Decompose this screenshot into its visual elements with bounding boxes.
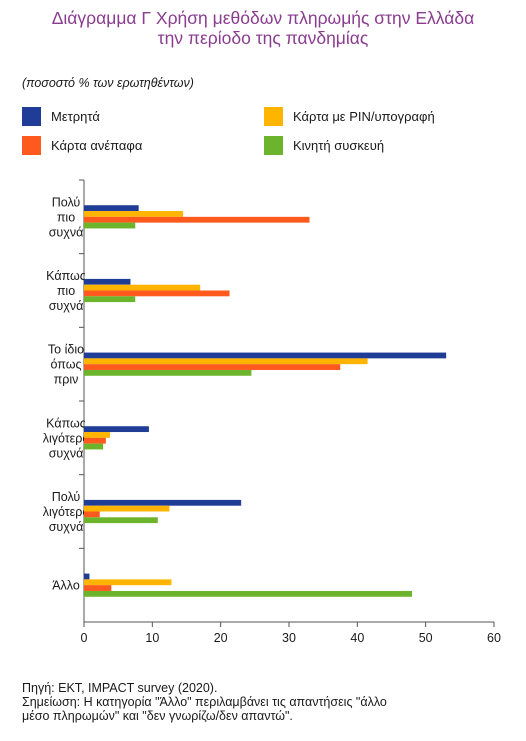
chart-title-line2: την περίοδο της πανδημίας xyxy=(157,28,369,48)
bar xyxy=(84,579,172,586)
legend-item-pin: Κάρτα με PIN/υπογραφή xyxy=(264,107,435,126)
x-tick-label: 0 xyxy=(81,631,88,645)
category-label: πιο xyxy=(57,284,75,298)
bar xyxy=(84,590,412,597)
category-label: πιο xyxy=(57,210,75,224)
legend-label-cash: Μετρητά xyxy=(51,109,100,124)
chart-footer: Πηγή: ΕΚΤ, IMPACT survey (2020). Σημείωσ… xyxy=(22,681,502,723)
category-label: Άλλο xyxy=(52,579,80,593)
legend-swatch-cash xyxy=(22,107,41,126)
bar xyxy=(84,216,310,223)
legend-label-contactless: Κάρτα ανέπαφα xyxy=(51,138,143,153)
category-label: λιγότερο xyxy=(43,505,90,519)
bar xyxy=(84,573,90,580)
chart-subtitle: (ποσοστό % των ερωτηθέντων) xyxy=(22,76,194,90)
bar xyxy=(84,364,341,370)
bar xyxy=(84,585,112,591)
bar xyxy=(84,437,106,444)
category-label: συχνά xyxy=(49,446,84,460)
x-tick-label: 10 xyxy=(145,631,159,645)
bar xyxy=(84,205,139,212)
category-label: Πολύ xyxy=(52,490,81,504)
bar xyxy=(84,505,170,512)
bar xyxy=(84,284,201,291)
x-tick-label: 30 xyxy=(282,631,296,645)
source-note: Πηγή: ΕΚΤ, IMPACT survey (2020). xyxy=(22,681,218,695)
legend-item-contactless: Κάρτα ανέπαφα xyxy=(22,136,142,155)
legend-swatch-pin xyxy=(264,107,283,126)
legend-label-mobile: Κινητή συσκευή xyxy=(293,138,385,153)
bar xyxy=(84,211,184,217)
legend-item-mobile: Κινητή συσκευή xyxy=(264,136,384,155)
x-tick-label: 50 xyxy=(419,631,433,645)
bar xyxy=(84,222,136,229)
bar xyxy=(84,432,110,438)
legend-item-cash: Μετρητά xyxy=(22,107,100,126)
x-tick-label: 60 xyxy=(487,631,501,645)
category-note-line1: Σημείωση: Η κατηγορία "Άλλο" περιλαμβάνε… xyxy=(22,695,387,709)
bar xyxy=(84,517,158,524)
chart-title: Διάγραμμα Γ Χρήση μεθόδων πληρωμής στην … xyxy=(0,8,526,48)
category-label: πριν xyxy=(54,373,79,387)
category-label: Κάπως xyxy=(46,269,86,283)
legend-swatch-mobile xyxy=(264,136,283,155)
category-note-line2: μέσο πληρωμών" και "δεν γνωρίζω/δεν απαν… xyxy=(22,709,293,723)
category-label: συχνά xyxy=(49,299,84,313)
chart-title-line1: Διάγραμμα Γ Χρήση μεθόδων πληρωμής στην … xyxy=(51,8,475,28)
category-label: συχνά xyxy=(49,520,84,534)
category-label: Το ίδιο xyxy=(48,343,84,357)
bar xyxy=(84,290,230,297)
bar xyxy=(84,352,447,359)
category-label: συχνά xyxy=(49,225,84,239)
bar xyxy=(84,426,149,433)
x-tick-label: 40 xyxy=(350,631,364,645)
category-label: όπως xyxy=(50,358,81,372)
bar xyxy=(84,296,136,303)
category-label: Πολύ xyxy=(52,195,81,209)
category-label: λιγότερο xyxy=(43,431,90,445)
legend-label-pin: Κάρτα με PIN/υπογραφή xyxy=(293,109,435,124)
x-tick-label: 20 xyxy=(214,631,228,645)
bar xyxy=(84,511,100,518)
bar-chart: 0 10 20 30 40 50 60ΠολύπιοσυχνάΚάπωςπιοσυχνάΤο… xyxy=(43,179,501,645)
bar xyxy=(84,278,131,285)
bar xyxy=(84,499,242,506)
bar xyxy=(84,358,368,365)
category-label: Κάπως xyxy=(46,416,86,430)
legend-swatch-contactless xyxy=(22,136,41,155)
bar xyxy=(84,369,252,376)
bar xyxy=(84,443,104,450)
